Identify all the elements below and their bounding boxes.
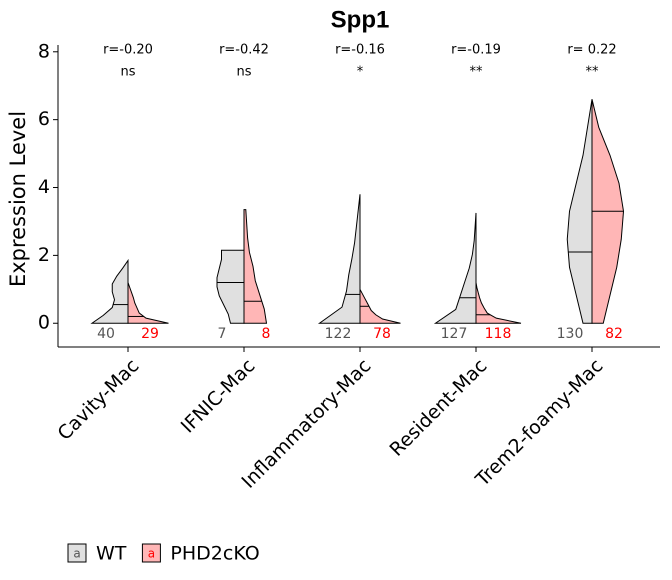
violin-half <box>127 282 169 324</box>
significance-label: ns <box>120 65 135 80</box>
count-label: 130 <box>557 326 584 342</box>
count-label: 118 <box>485 326 512 342</box>
count-label: 29 <box>141 326 159 342</box>
x-tick-label: Resident-Mac <box>386 355 492 461</box>
count-label: 40 <box>97 326 115 342</box>
count-label: 122 <box>325 326 352 342</box>
legend-key <box>141 543 161 563</box>
significance-label: ns <box>236 65 251 80</box>
significance-label: ** <box>586 65 600 80</box>
violin-half <box>433 212 477 324</box>
y-tick-label: 0 <box>38 312 50 334</box>
count-label: 82 <box>605 326 623 342</box>
violin-half <box>475 282 522 324</box>
significance-label: * <box>357 65 364 80</box>
x-tick-label: IFNIC-Mac <box>177 355 260 438</box>
y-tick-label: 2 <box>38 244 50 266</box>
violin-half <box>216 249 245 324</box>
legend-key-glyph: a <box>148 547 155 561</box>
x-tick-label: Trem2-foamy-Mac <box>471 355 608 492</box>
correlation-label: r=-0.42 <box>219 43 269 58</box>
correlation-label: r=-0.20 <box>103 43 153 58</box>
chart-title: Spp1 <box>331 6 390 33</box>
x-tick-label: Inflammatory-Mac <box>237 355 375 493</box>
legend-label: PHD2cKO <box>170 543 259 565</box>
significance-label: ** <box>470 65 484 80</box>
correlation-label: r=-0.19 <box>451 43 501 58</box>
violin-half <box>317 194 361 324</box>
count-label: 8 <box>262 326 271 342</box>
x-tick-label: Cavity-Mac <box>54 355 144 445</box>
correlation-label: r= 0.22 <box>567 43 616 58</box>
count-label: 7 <box>218 326 227 342</box>
count-label: 127 <box>441 326 468 342</box>
y-tick-label: 4 <box>38 176 50 198</box>
y-axis-label: Expression Level <box>6 111 30 287</box>
violin-half <box>566 99 593 324</box>
violin-half <box>243 209 268 324</box>
y-tick-label: 6 <box>38 108 50 130</box>
correlation-label: r=-0.16 <box>335 43 385 58</box>
legend-key <box>67 543 87 563</box>
y-tick-label: 8 <box>38 40 50 62</box>
legend-key-glyph: a <box>73 547 80 561</box>
legend-label: WT <box>96 543 127 565</box>
violin-half <box>90 258 129 324</box>
count-label: 78 <box>373 326 391 342</box>
